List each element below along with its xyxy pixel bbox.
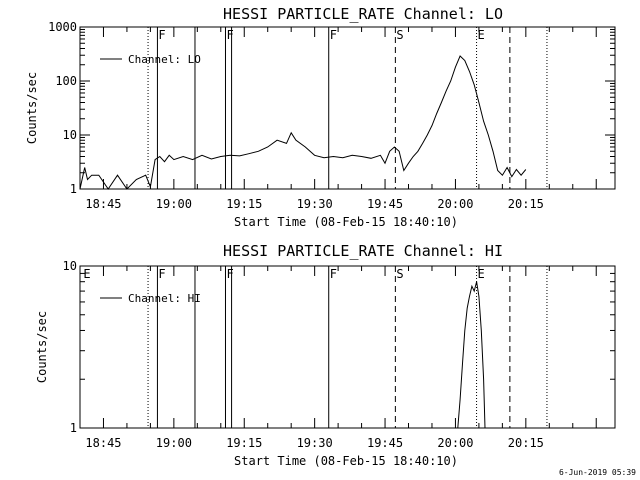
lo-event-marker: F — [158, 28, 165, 42]
lo-plot-frame — [79, 26, 616, 190]
hi-channel-chart: HESSI PARTICLE_RATE Channel: HI Counts/s… — [35, 242, 616, 468]
lo-x-tick-label: 19:45 — [367, 197, 403, 211]
hi-y-axis-label: Counts/sec — [35, 311, 49, 383]
lo-x-axis-label: Start Time (08-Feb-15 18:40:10) — [234, 215, 458, 229]
lo-y-tick-label: 1 — [70, 182, 77, 196]
hi-event-marker: E — [478, 267, 485, 281]
hi-event-marker: F — [158, 267, 165, 281]
lo-chart-title: HESSI PARTICLE_RATE Channel: LO — [223, 5, 503, 23]
lo-channel-chart: HESSI PARTICLE_RATE Channel: LO Counts/s… — [25, 5, 616, 229]
lo-x-tick-label: 18:45 — [85, 197, 121, 211]
hi-x-tick-label: 19:00 — [156, 436, 192, 450]
hi-event-marker: E — [83, 267, 90, 281]
lo-x-tick-label: 19:00 — [156, 197, 192, 211]
footer-date-stamp: 6-Jun-2019 05:39 — [559, 468, 636, 477]
lo-y-tick-label: 100 — [55, 74, 77, 88]
lo-event-marker: E — [478, 28, 485, 42]
lo-event-marker: S — [396, 28, 403, 42]
lo-x-tick-label: 19:15 — [226, 197, 262, 211]
hi-series-line — [457, 281, 486, 429]
lo-series-line — [79, 55, 527, 190]
hi-x-tick-label: 18:45 — [85, 436, 121, 450]
lo-y-tick-label: 1000 — [48, 20, 77, 34]
hi-x-tick-label: 19:15 — [226, 436, 262, 450]
hi-x-tick-label: 19:30 — [297, 436, 333, 450]
hi-y-tick-label: 1 — [70, 421, 77, 435]
hi-x-tick-label: 20:00 — [437, 436, 473, 450]
hi-legend-label: Channel: HI — [128, 292, 201, 305]
hi-y-tick-label: 10 — [63, 259, 77, 273]
lo-x-tick-label: 20:15 — [508, 197, 544, 211]
lo-y-axis-label: Counts/sec — [25, 72, 39, 144]
hi-x-axis-label: Start Time (08-Feb-15 18:40:10) — [234, 454, 458, 468]
hi-event-marker: S — [396, 267, 403, 281]
lo-event-marker: F — [330, 28, 337, 42]
hi-plot-frame — [79, 265, 616, 429]
lo-x-tick-label: 19:30 — [297, 197, 333, 211]
lo-event-marker: F — [226, 28, 233, 42]
hi-event-marker: F — [226, 267, 233, 281]
lo-x-tick-label: 20:00 — [437, 197, 473, 211]
lo-y-tick-label: 10 — [63, 128, 77, 142]
hi-event-marker: F — [330, 267, 337, 281]
hi-chart-title: HESSI PARTICLE_RATE Channel: HI — [223, 242, 503, 260]
hi-x-tick-label: 19:45 — [367, 436, 403, 450]
hi-x-tick-label: 20:15 — [508, 436, 544, 450]
lo-legend-label: Channel: LO — [128, 53, 201, 66]
